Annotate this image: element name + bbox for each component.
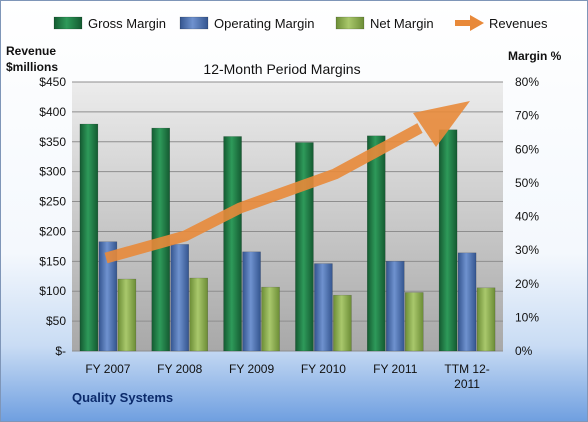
operating-margin-bar (386, 260, 405, 352)
net-margin-bar (333, 294, 352, 352)
legend-gross-margin-swatch (53, 16, 83, 30)
right-tick-label: 0% (515, 344, 533, 358)
operating-margin-bar (314, 263, 333, 352)
left-tick-label: $200 (39, 224, 66, 238)
gross-margin-bar (438, 129, 458, 352)
left-axis-ticks: $- $50 $100 $150 $200 $250 $300 $350 $400 $450 (39, 75, 66, 358)
x-tick-label: FY 2011 (373, 362, 418, 376)
legend-operating-margin-label: Operating Margin (214, 16, 314, 31)
x-tick-label: 2011 (454, 377, 480, 391)
x-tick-label: FY 2010 (301, 362, 346, 376)
left-axis-label-line2: $millions (6, 60, 58, 74)
legend-net-margin-label: Net Margin (370, 16, 434, 31)
right-tick-label: 30% (515, 243, 539, 257)
right-axis-label: Margin % (508, 49, 562, 63)
net-margin-bar (189, 277, 208, 352)
company-name: Quality Systems (72, 390, 173, 405)
revenue-arrow-shaft (104, 123, 423, 264)
legend: Gross Margin Operating Margin Net Margin Re… (53, 15, 548, 31)
legend-net-margin-swatch (335, 16, 365, 30)
legend-gross-margin-label: Gross Margin (88, 16, 166, 31)
net-margin-bar (261, 286, 280, 352)
x-tick-label: FY 2008 (157, 362, 202, 376)
net-margin-bar (117, 278, 137, 352)
operating-margin-bar (457, 252, 477, 352)
revenue-arrow-head (413, 101, 470, 147)
revenue-arrow (104, 101, 470, 264)
left-tick-label: $450 (39, 75, 66, 89)
right-tick-label: 80% (515, 75, 539, 89)
left-tick-label: $350 (39, 135, 66, 149)
gridlines (72, 81, 503, 352)
right-tick-label: 60% (515, 142, 539, 156)
x-axis-ticks: FY 2007 FY 2008 FY 2009 FY 2010 FY 2011 TTM 1… (85, 362, 489, 391)
legend-revenues-label: Revenues (489, 16, 548, 31)
operating-margin-bar (170, 244, 189, 352)
legend-revenues-head (470, 15, 484, 31)
x-tick-label: TTM 12- (444, 362, 489, 376)
operating-margin-bar (98, 241, 118, 352)
legend-operating-margin-swatch (179, 16, 209, 30)
left-tick-label: $50 (46, 314, 66, 328)
bars (79, 123, 496, 352)
right-tick-label: 20% (515, 277, 539, 291)
net-margin-bar (476, 287, 496, 352)
right-tick-label: 70% (515, 109, 539, 123)
right-tick-label: 40% (515, 210, 539, 224)
x-tick-label: FY 2009 (229, 362, 274, 376)
gross-margin-bar (367, 135, 386, 352)
left-tick-label: $250 (39, 195, 66, 209)
net-margin-bar (405, 292, 424, 352)
gross-margin-bar (223, 136, 242, 352)
chart-title: 12-Month Period Margins (203, 61, 360, 77)
left-tick-label: $100 (39, 284, 66, 298)
left-tick-label: $- (55, 344, 66, 358)
left-axis-label-line1: Revenue (6, 44, 56, 58)
gross-margin-bar (79, 123, 99, 352)
gross-margin-bar (295, 142, 314, 352)
x-tick-label: FY 2007 (85, 362, 130, 376)
left-tick-label: $150 (39, 254, 66, 268)
right-tick-label: 50% (515, 176, 539, 190)
right-axis-ticks: 0% 10% 20% 30% 40% 50% 60% 70% 80% (515, 75, 539, 358)
operating-margin-bar (242, 251, 261, 352)
left-tick-label: $300 (39, 165, 66, 179)
right-tick-label: 10% (515, 310, 539, 324)
left-tick-label: $400 (39, 105, 66, 119)
